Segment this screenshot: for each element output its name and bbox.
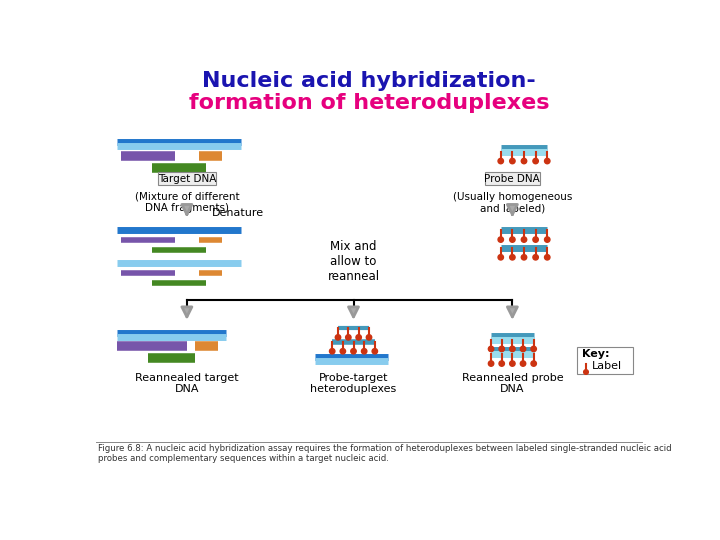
Circle shape	[372, 348, 377, 354]
Circle shape	[366, 335, 372, 340]
Text: (Usually homogeneous
and labeled): (Usually homogeneous and labeled)	[453, 192, 572, 213]
Circle shape	[510, 237, 515, 242]
Circle shape	[533, 237, 539, 242]
Text: Reannealed target
DNA: Reannealed target DNA	[135, 373, 239, 394]
Text: (Mixture of different
DNA fragments): (Mixture of different DNA fragments)	[135, 192, 239, 213]
Circle shape	[498, 254, 503, 260]
Circle shape	[521, 361, 526, 366]
Circle shape	[330, 348, 335, 354]
Text: Reannealed probe
DNA: Reannealed probe DNA	[462, 373, 563, 394]
Circle shape	[533, 254, 539, 260]
Circle shape	[336, 335, 341, 340]
Circle shape	[356, 335, 361, 340]
Text: formation of heteroduplexes: formation of heteroduplexes	[189, 92, 549, 112]
Circle shape	[544, 254, 550, 260]
Text: Key:: Key:	[582, 348, 610, 359]
Circle shape	[521, 254, 527, 260]
Circle shape	[521, 237, 527, 242]
Text: Probe-target
heteroduplexes: Probe-target heteroduplexes	[310, 373, 397, 394]
Circle shape	[351, 348, 356, 354]
Circle shape	[521, 158, 527, 164]
Text: Mix and
allow to
reanneal: Mix and allow to reanneal	[328, 240, 379, 282]
FancyBboxPatch shape	[158, 172, 215, 185]
Circle shape	[488, 346, 494, 352]
Circle shape	[340, 348, 346, 354]
Circle shape	[544, 237, 550, 242]
Circle shape	[510, 254, 515, 260]
Circle shape	[346, 335, 351, 340]
Circle shape	[544, 158, 550, 164]
FancyBboxPatch shape	[485, 172, 539, 185]
Circle shape	[533, 158, 539, 164]
Circle shape	[510, 158, 515, 164]
Text: Figure 6.8: A nucleic acid hybridization assay requires the formation of heterod: Figure 6.8: A nucleic acid hybridization…	[98, 444, 671, 463]
Text: Label: Label	[593, 361, 622, 371]
Text: Nucleic acid hybridization-: Nucleic acid hybridization-	[202, 71, 536, 91]
Circle shape	[521, 346, 526, 352]
Text: Denature: Denature	[212, 208, 264, 218]
Circle shape	[361, 348, 367, 354]
Circle shape	[498, 158, 503, 164]
Text: Probe DNA: Probe DNA	[485, 174, 540, 184]
Circle shape	[510, 361, 515, 366]
Circle shape	[498, 237, 503, 242]
Circle shape	[531, 361, 536, 366]
Circle shape	[499, 346, 505, 352]
Text: Target DNA: Target DNA	[158, 174, 216, 184]
Circle shape	[531, 346, 536, 352]
Circle shape	[499, 361, 505, 366]
Circle shape	[488, 361, 494, 366]
FancyBboxPatch shape	[577, 347, 634, 374]
Circle shape	[584, 370, 588, 374]
Circle shape	[510, 346, 515, 352]
